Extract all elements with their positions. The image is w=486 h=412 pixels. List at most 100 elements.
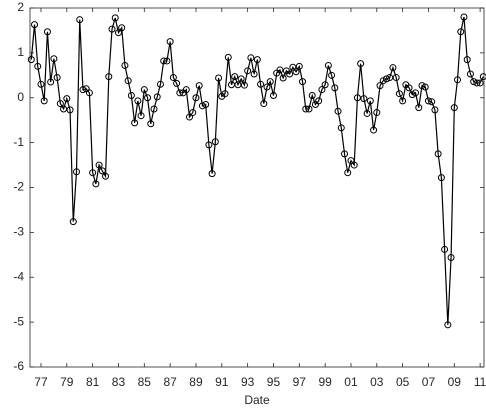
data-point: [47, 78, 55, 86]
data-point: [382, 75, 390, 83]
data-point: [392, 74, 400, 82]
data-point: [89, 169, 97, 177]
x-tick-label: 83: [112, 375, 126, 389]
data-point: [224, 53, 232, 61]
x-tick-label: 01: [344, 375, 358, 389]
data-point: [305, 105, 313, 113]
data-point: [160, 57, 168, 65]
data-point: [144, 94, 152, 102]
data-point: [121, 61, 129, 69]
data-point: [441, 245, 449, 253]
data-point: [299, 78, 307, 86]
data-point: [476, 79, 484, 87]
data-point: [415, 104, 423, 112]
data-point: [460, 13, 468, 21]
x-tick-label: 05: [396, 375, 410, 389]
data-point: [347, 157, 355, 165]
data-point: [176, 89, 184, 97]
data-point: [118, 24, 126, 32]
y-tick-label: -3: [13, 225, 24, 239]
data-point: [428, 98, 436, 106]
data-point: [412, 89, 420, 97]
data-point: [363, 109, 371, 117]
data-point: [169, 74, 177, 82]
data-point: [457, 28, 465, 36]
data-point: [43, 28, 51, 36]
data-point: [257, 80, 265, 88]
data-point: [131, 119, 139, 127]
data-point: [208, 170, 216, 178]
data-point: [63, 95, 71, 103]
data-point: [211, 138, 219, 146]
x-tick-label: 03: [370, 375, 384, 389]
data-point: [166, 38, 174, 46]
x-tick-label: 11: [474, 375, 486, 389]
data-point: [405, 84, 413, 92]
data-point: [205, 141, 213, 149]
data-point: [473, 79, 481, 87]
data-point: [466, 70, 474, 78]
data-point: [60, 105, 68, 113]
data-point: [250, 70, 258, 78]
plot-box: [29, 7, 485, 368]
data-point: [328, 71, 336, 79]
data-point: [127, 92, 135, 100]
data-point: [147, 120, 155, 128]
data-point: [98, 167, 106, 175]
x-tick-label: 79: [60, 375, 74, 389]
data-point: [357, 60, 365, 68]
y-tick-label: 1: [17, 45, 24, 59]
data-point: [156, 80, 164, 88]
data-point: [341, 150, 349, 158]
data-point: [360, 95, 368, 103]
data-point: [192, 94, 200, 102]
data-point: [479, 73, 486, 81]
data-point: [276, 66, 284, 74]
data-point: [424, 97, 432, 105]
data-point: [463, 56, 471, 64]
y-tick-label: -6: [13, 359, 24, 373]
data-point: [79, 86, 87, 94]
x-tick-label: 91: [215, 375, 229, 389]
y-tick-label: -4: [13, 269, 24, 283]
x-tick-label: 93: [241, 375, 255, 389]
data-point: [318, 86, 326, 94]
data-point: [31, 21, 39, 29]
data-point: [173, 79, 181, 87]
data-point: [418, 82, 426, 90]
data-point: [153, 93, 161, 101]
x-tick-label: 95: [267, 375, 281, 389]
data-point: [269, 92, 277, 100]
data-point: [66, 106, 74, 114]
data-point: [366, 97, 374, 105]
data-point: [53, 74, 61, 82]
x-axis-label: Date: [244, 393, 270, 407]
data-point: [247, 54, 255, 62]
data-point: [114, 29, 122, 37]
data-point: [134, 97, 142, 105]
data-point: [215, 74, 223, 82]
data-point: [295, 62, 303, 70]
data-point: [454, 76, 462, 84]
data-point: [37, 80, 45, 88]
data-point: [137, 112, 145, 120]
data-point: [76, 16, 84, 24]
data-point: [437, 174, 445, 182]
data-point: [163, 57, 171, 65]
data-point: [289, 63, 297, 71]
data-point: [253, 56, 261, 64]
x-tick-label: 07: [422, 375, 436, 389]
data-point: [292, 68, 300, 76]
data-point: [353, 94, 361, 102]
y-tick-label: -2: [13, 180, 24, 194]
data-point: [324, 61, 332, 69]
y-tick-label: -5: [13, 314, 24, 328]
data-point: [108, 25, 116, 33]
x-tick-label: 77: [34, 375, 48, 389]
data-point: [34, 62, 42, 70]
data-point: [450, 104, 458, 112]
data-point: [40, 97, 48, 105]
data-point: [260, 100, 268, 108]
x-tick-label: 85: [138, 375, 152, 389]
data-point: [50, 55, 58, 63]
